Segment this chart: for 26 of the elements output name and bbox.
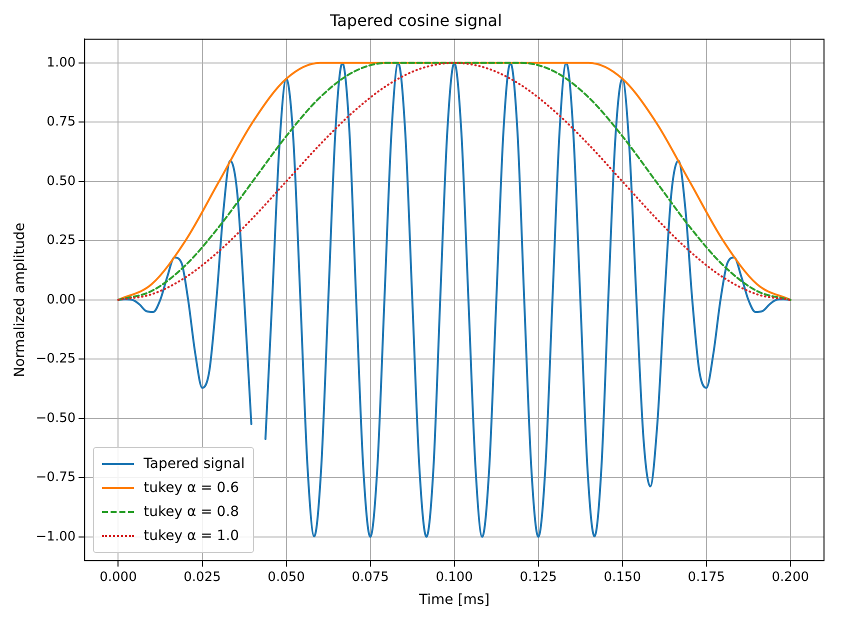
legend-label: Tapered signal [144, 456, 245, 472]
y-tick-label: 0.50 [46, 174, 76, 189]
x-tick-label: 0.150 [604, 570, 641, 585]
line-series [117, 62, 792, 301]
x-tick-label: 0.050 [268, 570, 305, 585]
legend-label: tukey α = 0.8 [144, 504, 240, 520]
y-tick-label: −0.75 [36, 470, 76, 486]
x-tick-label: 0.075 [352, 570, 389, 585]
y-tick-label: −1.00 [36, 529, 76, 544]
x-tick-label: 0.175 [688, 570, 725, 585]
x-tick-label: 0.100 [436, 570, 473, 585]
y-tick-label: −0.25 [36, 352, 76, 367]
y-tick-label: 0.00 [46, 292, 76, 308]
y-tick-label: 1.00 [46, 55, 76, 70]
y-tick-label: 0.75 [46, 114, 76, 130]
y-axis-title: Normalized amplitude [12, 222, 28, 378]
x-axis-title: Time [ms] [418, 592, 490, 608]
y-tick-label: −0.50 [36, 410, 76, 426]
legend-label: tukey α = 1.0 [144, 528, 240, 544]
x-tick-label: 0.025 [184, 570, 221, 585]
legend-label: tukey α = 0.6 [144, 480, 240, 496]
x-tick-label: 0.200 [772, 570, 809, 585]
chart-title: Tapered cosine signal [328, 10, 502, 30]
x-tick-label: 0.000 [100, 570, 137, 585]
x-tick-label: 0.125 [520, 570, 557, 585]
y-tick-label: 0.25 [46, 233, 76, 248]
